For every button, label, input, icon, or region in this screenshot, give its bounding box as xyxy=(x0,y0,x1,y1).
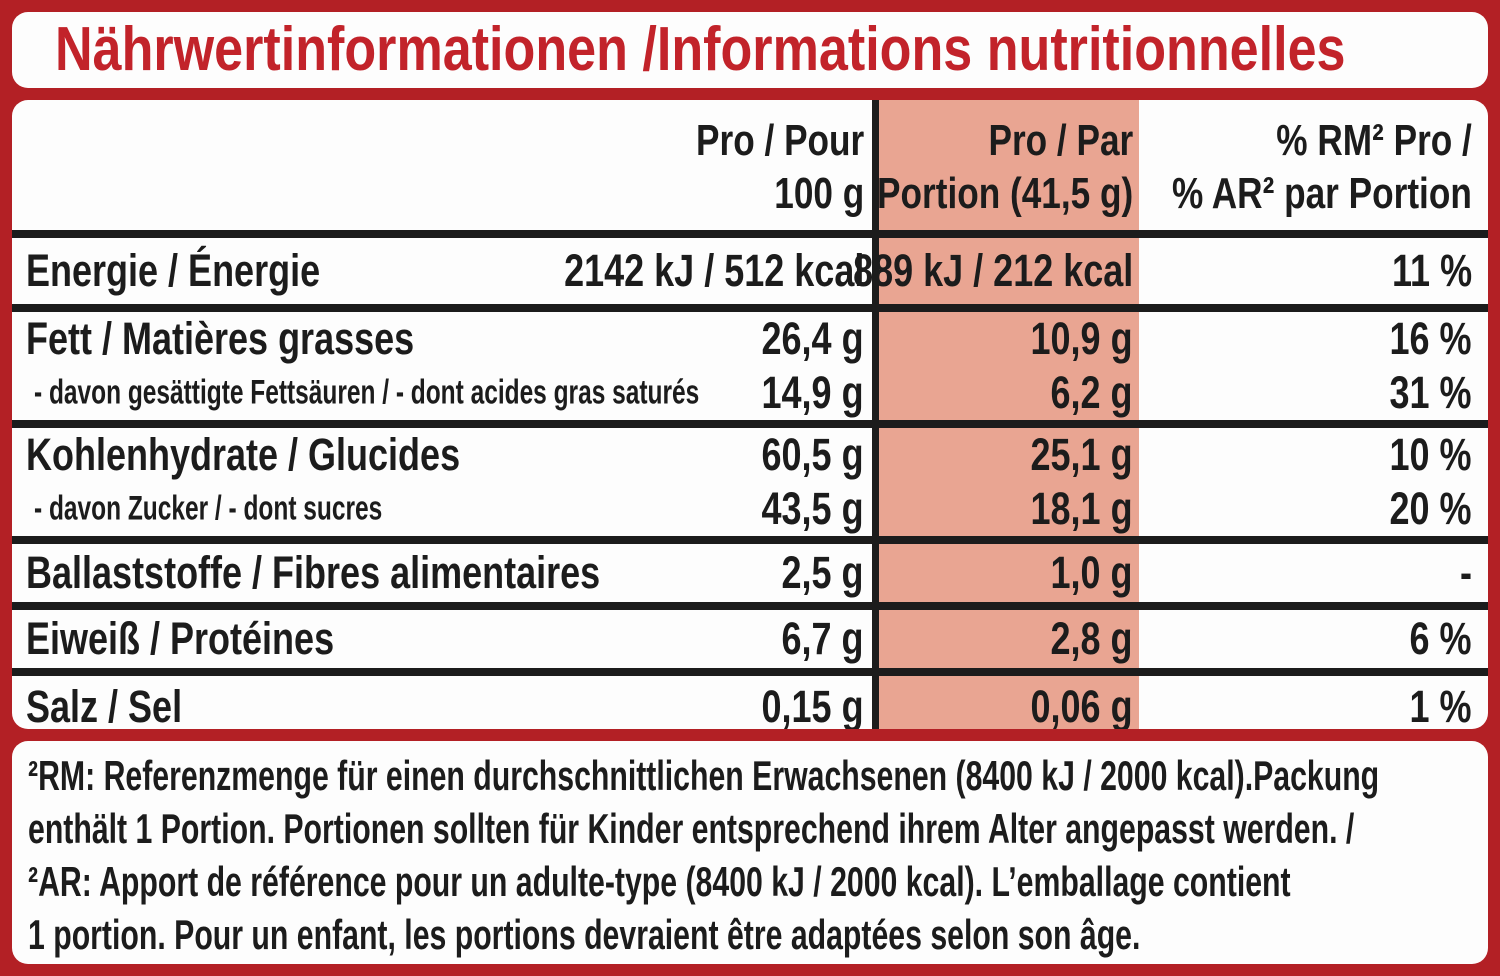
nutrition-table: Pro / Pour 100 g Pro / Par Portion (41,5… xyxy=(12,100,1488,729)
portion-column-highlight xyxy=(879,100,1139,729)
table-row-energy: Energie / Énergie 2142 kJ / 512 kcal 889… xyxy=(12,238,1488,312)
header-per-100g-line1: Pro / Pour xyxy=(695,116,864,165)
footnote-line: 1 portion. Pour un enfant, les portions … xyxy=(28,908,1488,961)
value-percent-ri: - xyxy=(1460,547,1472,598)
value-percent-ri: 10 % xyxy=(1389,429,1472,480)
value-per-portion: 6,2 g xyxy=(1050,367,1133,418)
column-divider xyxy=(872,100,879,729)
value-per-portion: 0,06 g xyxy=(1030,680,1133,730)
table-row-fibre: Ballaststoffe / Fibres alimentaires 2,5 … xyxy=(12,544,1488,610)
footnote-line: ²RM: Referenzmenge für einen durchschnit… xyxy=(28,749,1488,802)
row-label: Eiweiß / Protéines xyxy=(26,613,335,664)
page-title: Nährwertinformationen /Informations nutr… xyxy=(12,12,1488,88)
table-row-fat: Fett / Matières grasses 26,4 g 10,9 g 16… xyxy=(12,312,1488,366)
row-label: Kohlenhydrate / Glucides xyxy=(26,429,461,480)
title-bar: Nährwertinformationen /Informations nutr… xyxy=(12,12,1488,88)
value-per-100g: 26,4 g xyxy=(761,313,864,364)
value-per-100g: 60,5 g xyxy=(761,429,864,480)
table-header-row: Pro / Pour 100 g Pro / Par Portion (41,5… xyxy=(12,100,1488,238)
header-reference-intake-line2: % AR² par Portion xyxy=(1172,169,1472,218)
value-per-portion: 889 kJ / 212 kcal xyxy=(852,245,1133,296)
table-row-protein: Eiweiß / Protéines 6,7 g 2,8 g 6 % xyxy=(12,610,1488,676)
row-label: - davon gesättigte Fettsäuren / - dont a… xyxy=(34,373,700,412)
value-percent-ri: 1 % xyxy=(1409,680,1472,730)
table-row-saturated-fat: - davon gesättigte Fettsäuren / - dont a… xyxy=(12,366,1488,420)
value-per-100g: 14,9 g xyxy=(761,367,864,418)
value-per-100g: 2142 kJ / 512 kcal xyxy=(563,245,864,296)
value-percent-ri: 31 % xyxy=(1389,367,1472,418)
value-percent-ri: 16 % xyxy=(1389,313,1472,364)
header-per-100g: Pro / Pour 100 g xyxy=(696,114,864,220)
header-per-portion-line1: Pro / Par xyxy=(988,116,1133,165)
value-per-portion: 10,9 g xyxy=(1030,313,1133,364)
footnote-line: enthält 1 Portion. Portionen sollten für… xyxy=(28,802,1488,855)
value-per-portion: 25,1 g xyxy=(1030,429,1133,480)
value-per-portion: 1,0 g xyxy=(1050,547,1133,598)
footnote-line-1: ²RM: Referenzmenge für einen durchschnit… xyxy=(28,752,1380,799)
footnote-panel: ²RM: Referenzmenge für einen durchschnit… xyxy=(12,741,1488,964)
value-percent-ri: 6 % xyxy=(1409,613,1472,664)
row-label: Fett / Matières grasses xyxy=(26,313,415,364)
row-label: Ballaststoffe / Fibres alimentaires xyxy=(26,547,601,598)
value-percent-ri: 11 % xyxy=(1391,245,1472,296)
value-per-portion: 18,1 g xyxy=(1030,483,1133,534)
header-reference-intake-line1: % RM² Pro / xyxy=(1276,116,1472,165)
row-label: Salz / Sel xyxy=(26,680,183,730)
footnote-line-4: 1 portion. Pour un enfant, les portions … xyxy=(28,911,1141,958)
header-per-portion-line2: Portion (41,5 g) xyxy=(876,169,1133,218)
table-row-sugars: - davon Zucker / - dont sucres 43,5 g 18… xyxy=(12,482,1488,536)
header-reference-intake: % RM² Pro / % AR² par Portion xyxy=(1172,114,1472,220)
row-label: Energie / Énergie xyxy=(26,245,321,296)
table-group-fat: Fett / Matières grasses 26,4 g 10,9 g 16… xyxy=(12,312,1488,428)
table-row-carbohydrate: Kohlenhydrate / Glucides 60,5 g 25,1 g 1… xyxy=(12,428,1488,482)
value-per-100g: 2,5 g xyxy=(781,547,864,598)
table-row-salt: Salz / Sel 0,15 g 0,06 g 1 % xyxy=(12,676,1488,730)
value-percent-ri: 20 % xyxy=(1389,483,1472,534)
page-title-text: Nährwertinformationen /Informations nutr… xyxy=(55,15,1346,84)
value-per-100g: 43,5 g xyxy=(761,483,864,534)
table-group-carbohydrate: Kohlenhydrate / Glucides 60,5 g 25,1 g 1… xyxy=(12,428,1488,544)
footnote-line: ²AR: Apport de référence pour un adulte-… xyxy=(28,855,1488,908)
header-per-100g-line2: 100 g xyxy=(773,169,864,218)
footnote-line-3: ²AR: Apport de référence pour un adulte-… xyxy=(28,858,1291,905)
value-per-100g: 6,7 g xyxy=(781,613,864,664)
row-label: - davon Zucker / - dont sucres xyxy=(34,489,383,528)
value-per-100g: 0,15 g xyxy=(761,680,864,730)
header-per-portion: Pro / Par Portion (41,5 g) xyxy=(877,114,1133,220)
footnote-line-2: enthält 1 Portion. Portionen sollten für… xyxy=(28,805,1355,852)
value-per-portion: 2,8 g xyxy=(1050,613,1133,664)
